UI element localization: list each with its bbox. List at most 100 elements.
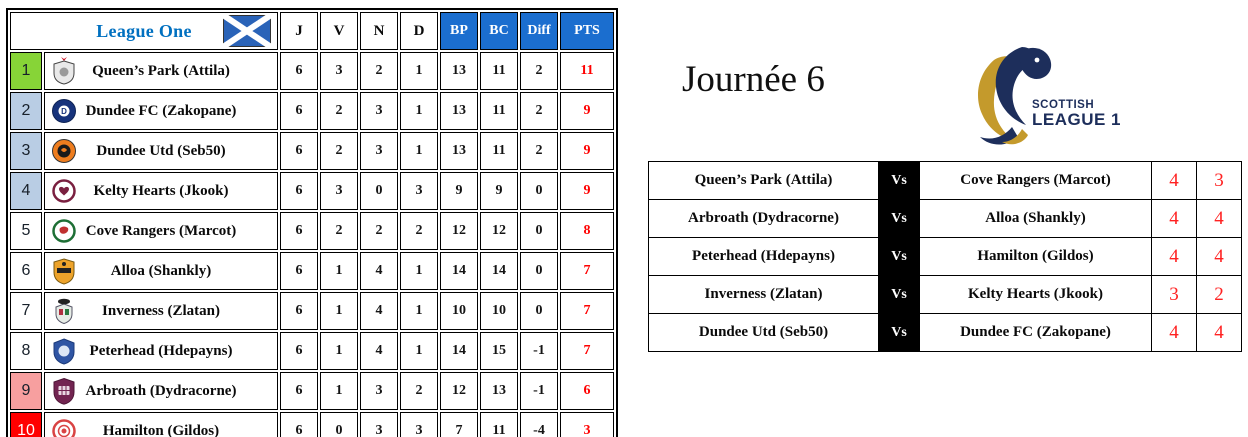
standings-row-1: 1 Queen’s Park (Attila) 6 3 2 1 13 11 2 … xyxy=(10,52,614,90)
standings-row-8: 8 Peterhead (Hdepayns) 6 1 4 1 14 15 -1 … xyxy=(10,332,614,370)
stat-j: 6 xyxy=(280,212,318,250)
stat-diff: -4 xyxy=(520,412,558,437)
vs-cell: Vs xyxy=(878,313,920,352)
col-header-bc: BC xyxy=(480,12,518,50)
stat-diff: 0 xyxy=(520,212,558,250)
standings-row-7: 7 Inverness (Zlatan) 6 1 4 1 10 10 0 xyxy=(10,292,614,330)
stat-pts: 9 xyxy=(560,172,614,210)
lion-rampant-icon xyxy=(978,47,1052,145)
vs-cell: Vs xyxy=(878,237,920,276)
stat-bc: 9 xyxy=(480,172,518,210)
stat-j: 6 xyxy=(280,52,318,90)
away-score: 4 xyxy=(1196,199,1242,238)
stat-n: 3 xyxy=(360,412,398,437)
home-score: 4 xyxy=(1151,313,1197,352)
stat-d: 2 xyxy=(400,212,438,250)
fixtures-table: Queen’s Park (Attila) Vs Cove Rangers (M… xyxy=(648,161,1242,352)
stat-diff: 0 xyxy=(520,172,558,210)
stat-diff: 2 xyxy=(520,92,558,130)
position-cell: 8 xyxy=(10,332,42,370)
stat-diff: -1 xyxy=(520,372,558,410)
stat-v: 1 xyxy=(320,332,358,370)
league-title: League One xyxy=(96,20,192,41)
col-header-bp: BP xyxy=(440,12,478,50)
logo-line2: LEAGUE 1 xyxy=(1032,110,1120,129)
stat-n: 3 xyxy=(360,92,398,130)
position-cell: 10 xyxy=(10,412,42,437)
team-name: Inverness (Zlatan) xyxy=(102,302,220,319)
stat-diff: -1 xyxy=(520,332,558,370)
away-team: Hamilton (Gildos) xyxy=(919,237,1152,276)
col-header-v: V xyxy=(320,12,358,50)
home-team: Inverness (Zlatan) xyxy=(648,275,879,314)
stat-j: 6 xyxy=(280,252,318,290)
stat-pts: 6 xyxy=(560,372,614,410)
stat-v: 1 xyxy=(320,372,358,410)
crest-cove-rangers-icon xyxy=(52,219,76,243)
position-cell: 7 xyxy=(10,292,42,330)
standings-panel: League One J V N D BP BC Diff PTS 1 xyxy=(6,8,618,437)
team-name: Dundee Utd (Seb50) xyxy=(96,142,226,159)
crest-queens-park-icon xyxy=(53,57,75,85)
stat-pts: 7 xyxy=(560,332,614,370)
vs-cell: Vs xyxy=(878,275,920,314)
position-cell: 6 xyxy=(10,252,42,290)
stat-d: 3 xyxy=(400,412,438,437)
away-score: 2 xyxy=(1196,275,1242,314)
stat-pts: 8 xyxy=(560,212,614,250)
stat-bc: 11 xyxy=(480,412,518,437)
stat-diff: 2 xyxy=(520,132,558,170)
team-name: Hamilton (Gildos) xyxy=(102,422,220,437)
standings-row-10: 10 Hamilton (Gildos) 6 0 3 3 7 11 -4 3 xyxy=(10,412,614,437)
stat-diff: 0 xyxy=(520,292,558,330)
stat-pts: 9 xyxy=(560,92,614,130)
stat-bp: 9 xyxy=(440,172,478,210)
home-team: Peterhead (Hdepayns) xyxy=(648,237,879,276)
standings-row-3: 3 Dundee Utd (Seb50) 6 2 3 1 13 11 2 9 xyxy=(10,132,614,170)
stat-j: 6 xyxy=(280,92,318,130)
team-cell: Dundee Utd (Seb50) xyxy=(44,132,278,170)
team-cell: D Dundee FC (Zakopane) xyxy=(44,92,278,130)
standings-row-9: 9 Arbroath (Dydracorne) 6 1 3 2 12 13 -1… xyxy=(10,372,614,410)
crest-dundee-utd-icon xyxy=(52,139,76,163)
standings-row-5: 5 Cove Rangers (Marcot) 6 2 2 2 12 12 0 … xyxy=(10,212,614,250)
stat-bp: 14 xyxy=(440,332,478,370)
stat-v: 2 xyxy=(320,212,358,250)
stat-v: 3 xyxy=(320,172,358,210)
crest-dundee-fc-icon: D xyxy=(52,99,76,123)
col-header-diff: Diff xyxy=(520,12,558,50)
stat-bp: 13 xyxy=(440,92,478,130)
stat-n: 2 xyxy=(360,212,398,250)
team-name: Cove Rangers (Marcot) xyxy=(85,222,237,239)
col-header-n: N xyxy=(360,12,398,50)
stat-bp: 7 xyxy=(440,412,478,437)
stat-bp: 13 xyxy=(440,132,478,170)
stat-j: 6 xyxy=(280,292,318,330)
home-team: Queen’s Park (Attila) xyxy=(648,161,879,200)
stat-j: 6 xyxy=(280,332,318,370)
team-name: Alloa (Shankly) xyxy=(110,262,212,279)
stat-v: 0 xyxy=(320,412,358,437)
stat-diff: 2 xyxy=(520,52,558,90)
team-name: Dundee FC (Zakopane) xyxy=(85,102,237,119)
stat-d: 1 xyxy=(400,292,438,330)
away-team: Dundee FC (Zakopane) xyxy=(919,313,1152,352)
stat-n: 3 xyxy=(360,372,398,410)
stat-d: 1 xyxy=(400,252,438,290)
home-score: 4 xyxy=(1151,199,1197,238)
team-cell: Arbroath (Dydracorne) xyxy=(44,372,278,410)
team-cell: Peterhead (Hdepayns) xyxy=(44,332,278,370)
home-score: 4 xyxy=(1151,237,1197,276)
team-cell: Queen’s Park (Attila) xyxy=(44,52,278,90)
stat-d: 1 xyxy=(400,132,438,170)
stat-j: 6 xyxy=(280,172,318,210)
team-cell: Alloa (Shankly) xyxy=(44,252,278,290)
stat-d: 1 xyxy=(400,332,438,370)
fixture-row-2: Arbroath (Dydracorne) Vs Alloa (Shankly)… xyxy=(648,199,1242,238)
svg-text:D: D xyxy=(61,107,67,116)
home-team: Dundee Utd (Seb50) xyxy=(648,313,879,352)
team-name: Arbroath (Dydracorne) xyxy=(85,382,237,399)
stat-bc: 14 xyxy=(480,252,518,290)
team-name: Peterhead (Hdepayns) xyxy=(89,342,233,359)
stat-n: 2 xyxy=(360,52,398,90)
